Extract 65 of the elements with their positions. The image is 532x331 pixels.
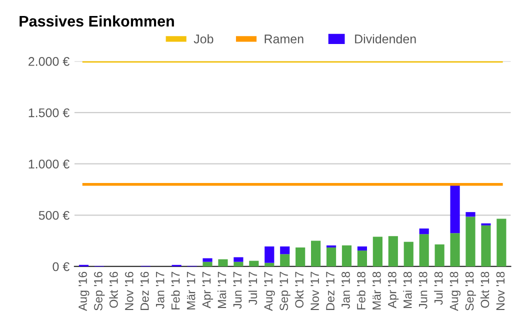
x-tick-label: Dez '16: [140, 272, 149, 310]
x-tick-label: Sep '18: [465, 272, 476, 310]
bar: [481, 225, 491, 266]
y-tick-label: 500 €: [38, 210, 70, 220]
bar: [450, 184, 460, 234]
x-tick-label: Okt '18: [480, 272, 490, 308]
bar: [202, 262, 212, 266]
chart-title: Passives Einkommen: [20, 15, 174, 27]
bar: [296, 247, 306, 266]
x-tick-label: Nov '18: [496, 272, 505, 310]
bar: [249, 260, 259, 266]
bar: [434, 244, 444, 266]
bar: [218, 259, 228, 266]
x-tick-label: Mai '17: [217, 272, 226, 308]
x-tick-label: Mär '17: [186, 272, 196, 310]
x-tick-label: Aug '18: [450, 272, 461, 311]
x-tick-label: Aug '17: [264, 272, 275, 311]
bar: [388, 236, 398, 266]
x-tick-label: Mai '18: [403, 272, 412, 308]
bar: [202, 258, 212, 262]
x-tick-label: Sep '16: [94, 272, 105, 310]
bar: [264, 262, 274, 266]
bar: [311, 240, 321, 266]
x-tick-label: Okt '16: [109, 272, 118, 308]
x-tick-label: Mär '18: [372, 272, 381, 310]
x-tick-label: Feb '18: [356, 272, 366, 310]
x-tick-label: Aug '16: [78, 272, 90, 311]
x-tick-label: Dez '17: [326, 272, 334, 310]
x-tick-label: Sep '17: [280, 272, 290, 310]
legend-label: Dividenden: [355, 34, 416, 44]
y-tick-label: 0 €: [52, 262, 70, 272]
bar: [404, 242, 414, 266]
bar: [466, 216, 476, 266]
x-tick-label: Jan '17: [156, 272, 164, 309]
x-tick-label: Nov '16: [124, 272, 134, 310]
x-tick-label: Jul '18: [434, 272, 443, 305]
y-tick-label: 1.500 €: [28, 108, 70, 118]
x-tick-label: Okt '17: [294, 272, 304, 308]
bar: [466, 212, 476, 217]
bar: [264, 246, 274, 263]
bar: [357, 250, 368, 266]
bar: [342, 245, 352, 266]
x-tick-label: Apr '18: [388, 272, 399, 308]
bar: [234, 262, 244, 266]
bar: [280, 246, 290, 254]
legend-label: Ramen: [264, 34, 304, 44]
x-tick-label: Nov '17: [310, 272, 319, 310]
x-tick-label: Feb '17: [171, 272, 180, 310]
x-tick-label: Jul '17: [248, 272, 258, 305]
bar: [326, 247, 336, 266]
x-tick-label: Jun '18: [418, 272, 428, 309]
y-tick-label: 1.000 €: [28, 160, 70, 168]
bar: [419, 234, 429, 266]
bar: [419, 228, 429, 234]
bar: [234, 257, 244, 262]
x-tick-label: Jan '18: [342, 272, 350, 309]
x-tick-label: Jun '17: [233, 272, 242, 309]
y-tick-label: 2.000 €: [28, 57, 70, 66]
bar: [280, 254, 290, 266]
bar: [357, 246, 368, 251]
x-tick-label: Apr '17: [202, 272, 214, 308]
bar: [372, 236, 382, 266]
bar: [496, 218, 506, 266]
legend-label: Job: [194, 34, 214, 44]
bar: [450, 233, 460, 266]
